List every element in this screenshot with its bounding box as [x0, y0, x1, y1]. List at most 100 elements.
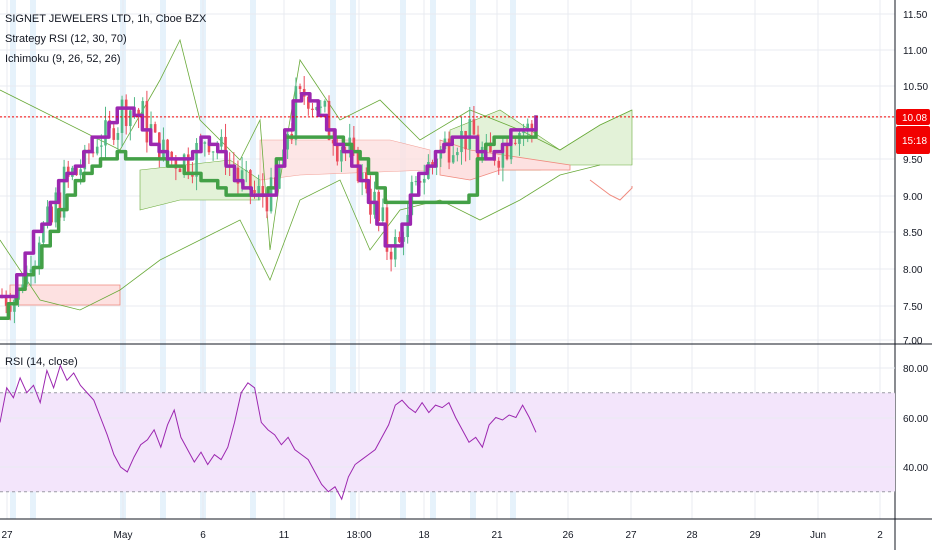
rsi-tick-label-2: 40.00 [903, 463, 928, 474]
candle-body-1 [4, 296, 8, 306]
time-tick-label-9: 28 [686, 530, 698, 541]
candle-body-45 [186, 154, 190, 174]
session-highlight-9 [430, 0, 436, 519]
cloud-bear-mid [259, 139, 431, 181]
candle-body-2 [8, 305, 12, 312]
candle-body-60 [249, 170, 252, 191]
candle-body-64 [265, 197, 269, 212]
time-tick-label-4: 18:00 [346, 530, 371, 541]
time-tick-label-11: Jun [810, 530, 826, 541]
time-tick-label-0: 27 [1, 530, 13, 541]
candle-body-53 [220, 136, 223, 147]
time-tick-label-8: 27 [625, 530, 637, 541]
candle-body-42 [174, 159, 178, 169]
candle-body-124 [514, 142, 517, 144]
candle-body-30 [124, 99, 128, 127]
last-price-value: 10.08 [902, 113, 927, 124]
candle-body-87 [360, 172, 364, 182]
last-price-tag [896, 109, 930, 125]
symbol-title: SIGNET JEWELERS LTD, 1h, Cboe BZX [5, 13, 207, 25]
candle-body-34 [141, 101, 145, 117]
ichimoku-legend: Ichimoku (9, 26, 52, 26) [5, 53, 121, 65]
candle-body-113 [468, 119, 472, 150]
candle-body-62 [257, 186, 260, 194]
candle-body-69 [286, 133, 289, 150]
candle-body-31 [129, 110, 132, 127]
rsi-line [0, 364, 537, 501]
candle-body-10 [42, 225, 45, 243]
price-tick-label-6: 8.50 [903, 228, 923, 239]
candle-body-58 [240, 170, 244, 184]
time-tick-label-10: 29 [749, 530, 761, 541]
time-tick-label-3: 11 [279, 530, 290, 541]
price-tick-label-5: 9.00 [903, 192, 923, 203]
candle-body-29 [120, 99, 124, 133]
price-tick-label-2: 10.50 [903, 82, 928, 93]
candle-body-85 [352, 137, 356, 150]
candle-body-118 [489, 142, 492, 153]
candle-body-9 [37, 242, 41, 267]
candle-body-94 [389, 251, 393, 260]
candle-body-15 [62, 166, 66, 218]
candle-body-96 [398, 237, 401, 242]
candle-body-127 [526, 123, 530, 132]
candle-body-49 [203, 142, 207, 144]
candle-body-102 [422, 178, 426, 183]
rsi-panel [0, 364, 895, 501]
candle-body-40 [166, 139, 169, 152]
price-tick-label-4: 9.50 [903, 155, 923, 166]
candle-body-121 [501, 143, 505, 168]
candle-body-72 [298, 86, 302, 89]
candle-body-50 [207, 142, 211, 153]
candle-body-78 [323, 100, 327, 107]
session-highlight-5 [250, 0, 256, 519]
candle-body-57 [236, 167, 240, 184]
rsi-tick-label-1: 60.00 [903, 414, 928, 425]
candle-body-112 [464, 130, 467, 150]
candle-body-23 [95, 146, 99, 154]
candle-body-75 [311, 108, 314, 110]
candle-body-74 [307, 96, 310, 109]
candle-body-109 [451, 155, 455, 163]
candle-body-81 [336, 143, 339, 162]
candle-body-13 [54, 192, 58, 223]
candle-body-80 [331, 139, 335, 144]
candle-body-59 [244, 170, 248, 172]
candle-body-3 [13, 299, 16, 312]
indicator-lines [0, 91, 538, 321]
price-tick-label-9: 7.00 [903, 336, 923, 347]
rsi-legend: RSI (14, close) [5, 356, 78, 368]
time-tick-label-6: 21 [491, 530, 503, 541]
time-axis-labels: 27 May 6 11 18:00 18 21 26 27 28 29 Jun 2 [1, 530, 883, 541]
session-highlight-6 [330, 0, 336, 519]
session-highlight-1 [30, 0, 36, 519]
strategy-legend: Strategy RSI (12, 30, 70) [5, 33, 127, 45]
session-highlight-3 [160, 0, 166, 519]
price-tick-label-0: 11.50 [903, 10, 928, 21]
candle-body-110 [456, 152, 459, 156]
countdown-tag [896, 126, 930, 154]
candle-body-61 [253, 190, 256, 194]
candle-body-14 [58, 192, 62, 218]
candle-body-28 [116, 132, 120, 140]
countdown-value: 15:18 [902, 136, 927, 147]
price-tick-label-7: 8.00 [903, 265, 923, 276]
session-highlight-7 [350, 0, 356, 519]
candle-body-24 [100, 145, 103, 147]
candle-body-63 [261, 186, 265, 198]
candle-body-82 [340, 150, 343, 162]
candle-body-44 [182, 154, 186, 173]
time-tick-label-12: 2 [877, 530, 883, 541]
cloud-bear-future-edge [589, 179, 633, 201]
session-highlight-10 [470, 0, 476, 519]
candle-body-91 [377, 191, 380, 221]
candle-body-71 [294, 86, 298, 140]
candle-body-106 [439, 149, 443, 159]
leading-span-a [0, 38, 633, 251]
candle-body-43 [178, 168, 182, 173]
candle-body-33 [137, 109, 140, 117]
candle-body-95 [393, 237, 397, 260]
candle-body-120 [497, 160, 501, 168]
